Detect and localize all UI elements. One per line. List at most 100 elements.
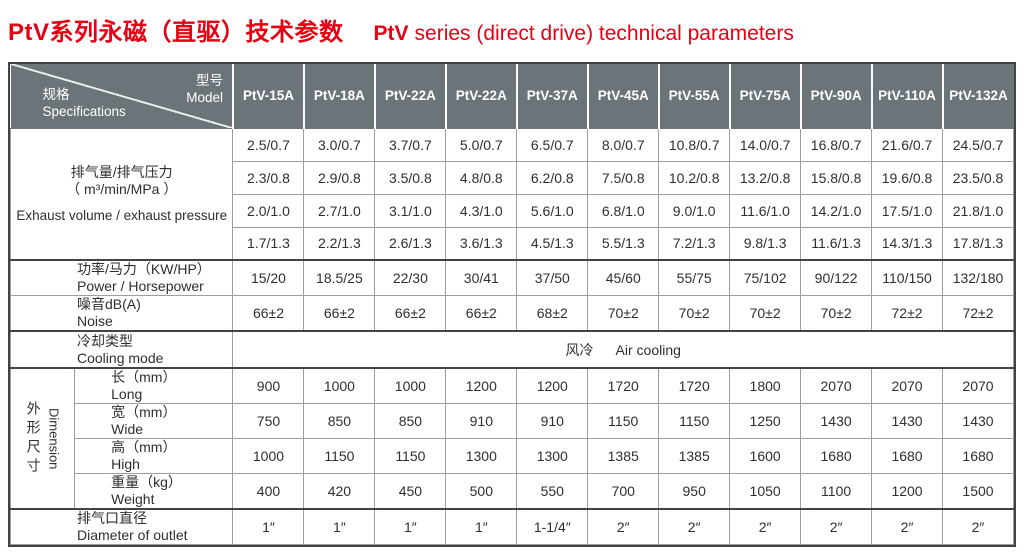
power-value: 55/75 <box>658 259 731 296</box>
dimension-value: 1000 <box>303 367 376 404</box>
exhaust-row-1: 排气量/排气压力 （ m³/min/MPa ） Exhaust volume /… <box>9 127 1014 261</box>
outlet-value: 2″ <box>729 508 802 545</box>
model-header: PtV-22A <box>373 64 447 129</box>
dimension-value: 400 <box>232 473 305 510</box>
dimension-value: 500 <box>445 473 518 510</box>
spec-header-label: 规格 Specifications <box>42 86 126 119</box>
exhaust-value: 4.8/0.8 <box>445 160 518 195</box>
exhaust-value: 1.7/1.3 <box>232 226 305 261</box>
dimension-weight-row: 重量（kg） Weight 400 420 450 500 550 700 950 1050 1… <box>11 473 1014 510</box>
dimension-value: 1720 <box>658 367 731 404</box>
power-value: 22/30 <box>374 259 447 296</box>
model-header: PtV-55A <box>657 64 731 129</box>
dimension-value: 750 <box>232 403 305 439</box>
dimension-value: 1680 <box>800 438 873 474</box>
dimension-value: 1000 <box>374 367 447 404</box>
outlet-value: 2″ <box>800 508 873 545</box>
dimension-value: 1600 <box>729 438 802 474</box>
row-label-wide: 宽（mm） Wide <box>74 403 234 439</box>
exhaust-value: 2.2/1.3 <box>303 226 376 261</box>
model-header: PtV-18A <box>302 64 376 129</box>
dimension-group-label: 外形尺寸 Dimension <box>9 367 76 510</box>
power-value: 132/180 <box>942 259 1014 296</box>
dimension-value: 1200 <box>871 473 944 510</box>
row-label-weight: 重量（kg） Weight <box>74 473 234 510</box>
dimension-wide-row: 宽（mm） Wide 750 850 850 910 910 1150 1150 1250 14… <box>11 403 1014 439</box>
title-english-rest: series (direct drive) technical paramete… <box>414 22 794 45</box>
dimension-value: 850 <box>374 403 447 439</box>
parameters-table: 型号 Model 规格 Specifications PtV-15A PtV-18… <box>8 62 1016 547</box>
model-header: PtV-90A <box>799 64 873 129</box>
outlet-value: 2″ <box>942 508 1014 545</box>
exhaust-value: 14.0/0.7 <box>729 127 802 162</box>
title-english-prefix: PtV <box>373 22 409 45</box>
dimension-value: 700 <box>587 473 660 510</box>
dimension-value: 1150 <box>658 403 731 439</box>
exhaust-row-4: 1.7/1.3 2.2/1.3 2.6/1.3 3.6/1.3 4.5/1.3 5.5/1… <box>11 226 1014 261</box>
row-label-exhaust: 排气量/排气压力 （ m³/min/MPa ） Exhaust volume /… <box>9 127 234 261</box>
exhaust-value: 13.2/0.8 <box>729 160 802 195</box>
exhaust-value: 10.2/0.8 <box>658 160 731 195</box>
diagonal-header-cell: 型号 Model 规格 Specifications <box>10 64 234 129</box>
dimension-value: 1680 <box>942 438 1014 474</box>
exhaust-value: 24.5/0.7 <box>942 127 1014 162</box>
row-label-high: 高（mm） High <box>74 438 234 474</box>
dimension-value: 1150 <box>374 438 447 474</box>
dimension-value: 420 <box>303 473 376 510</box>
noise-value: 66±2 <box>232 295 305 332</box>
dimension-value: 1385 <box>587 438 660 474</box>
power-value: 18.5/25 <box>303 259 376 296</box>
noise-value: 66±2 <box>374 295 447 332</box>
dimension-long-row: 外形尺寸 Dimension 长（mm） Long 900 1000 1000 120… <box>9 367 1014 510</box>
exhaust-value: 16.8/0.7 <box>800 127 873 162</box>
noise-value: 70±2 <box>729 295 802 332</box>
dimension-value: 1000 <box>232 438 305 474</box>
noise-value: 66±2 <box>303 295 376 332</box>
exhaust-value: 15.8/0.8 <box>800 160 873 195</box>
model-header: PtV-75A <box>728 64 802 129</box>
dimension-value: 1385 <box>658 438 731 474</box>
model-header: PtV-110A <box>870 64 944 129</box>
dimension-value: 910 <box>516 403 589 439</box>
dimension-value: 550 <box>516 473 589 510</box>
dimension-value: 1500 <box>942 473 1014 510</box>
exhaust-value: 8.0/0.7 <box>587 127 660 162</box>
dimension-value: 1300 <box>516 438 589 474</box>
exhaust-value: 3.6/1.3 <box>445 226 518 261</box>
outlet-value: 1-1/4″ <box>516 508 589 545</box>
outlet-value: 1″ <box>374 508 447 545</box>
exhaust-value: 10.8/0.7 <box>658 127 731 162</box>
dimension-value: 2070 <box>800 367 873 404</box>
exhaust-value: 2.6/1.3 <box>374 226 447 261</box>
model-header: PtV-22A <box>444 64 518 129</box>
power-value: 90/122 <box>800 259 873 296</box>
dimension-value: 910 <box>445 403 518 439</box>
outlet-value: 1″ <box>232 508 305 545</box>
noise-value: 70±2 <box>587 295 660 332</box>
dimension-value: 1250 <box>729 403 802 439</box>
exhaust-value: 6.8/1.0 <box>587 193 660 228</box>
exhaust-value: 2.5/0.7 <box>232 127 305 162</box>
outlet-row: 排气口直径 Diameter of outlet 1″ 1″ 1″ 1″ 1-1/4″ 2… <box>9 508 1014 545</box>
model-header: PtV-37A <box>515 64 589 129</box>
exhaust-value: 23.5/0.8 <box>942 160 1014 195</box>
exhaust-value: 17.5/1.0 <box>871 193 944 228</box>
exhaust-value: 2.3/0.8 <box>232 160 305 195</box>
dimension-value: 450 <box>374 473 447 510</box>
power-value: 75/102 <box>729 259 802 296</box>
exhaust-value: 11.6/1.0 <box>729 193 802 228</box>
dimension-value: 1200 <box>516 367 589 404</box>
title-chinese: PtV系列永磁（直驱）技术参数 <box>8 19 344 46</box>
exhaust-value: 6.2/0.8 <box>516 160 589 195</box>
exhaust-value: 2.0/1.0 <box>232 193 305 228</box>
exhaust-value: 17.8/1.3 <box>942 226 1014 261</box>
exhaust-value: 3.1/1.0 <box>374 193 447 228</box>
exhaust-value: 21.6/0.7 <box>871 127 944 162</box>
exhaust-value: 7.5/0.8 <box>587 160 660 195</box>
exhaust-value: 3.7/0.7 <box>374 127 447 162</box>
noise-value: 72±2 <box>871 295 944 332</box>
cooling-row: 冷却类型 Cooling mode 风冷 Air cooling <box>9 330 1014 369</box>
dimension-value: 1720 <box>587 367 660 404</box>
dimension-value: 1430 <box>942 403 1014 439</box>
